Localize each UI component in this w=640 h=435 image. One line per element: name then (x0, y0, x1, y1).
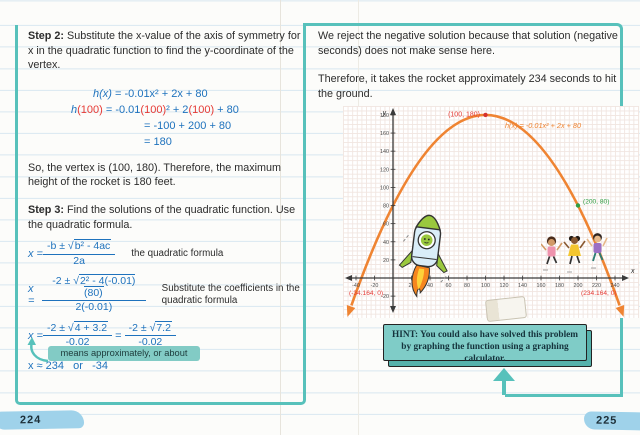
svg-text:100: 100 (481, 283, 490, 289)
rocket-illustration (398, 214, 448, 298)
kids-illustration (541, 233, 608, 273)
svg-text:-20: -20 (381, 294, 389, 300)
svg-text:-40: -40 (352, 283, 360, 289)
radical-icon: √ (149, 321, 156, 334)
vertex-label: (100, 180) (448, 112, 480, 119)
svg-text:140: 140 (518, 283, 527, 289)
hint-text: You could also have solved this problem … (401, 330, 579, 364)
page-number-left-highlight: 224 (0, 410, 85, 430)
hint-label: HINT: (391, 330, 419, 340)
step2-paragraph: Step 2: Substitute the x-value of the ax… (28, 29, 302, 73)
svg-text:160: 160 (380, 131, 389, 137)
y-axis-label: y (382, 110, 387, 117)
reject-paragraph: We reject the negative solution because … (318, 30, 618, 57)
function-label: h(x) = -0.01x² + 2x + 80 (505, 121, 581, 130)
curve-arrowheads (346, 305, 625, 317)
svg-text:100: 100 (380, 185, 389, 191)
page-number-right-highlight: 225 (583, 411, 640, 431)
svg-text:200: 200 (574, 283, 583, 289)
step3-text: Find the solutions of the quadratic func… (28, 203, 296, 231)
left-border-box (15, 25, 306, 405)
substitution-line: x = -2 ± √2² - 4(-0.01)(80) 2(-0.01) Subs… (28, 274, 302, 314)
hint-arrow-icon (493, 368, 515, 381)
work-line-2: h(100) = -0.01(100)² + 2(100) + 80 (71, 103, 239, 116)
eraser-illustration (484, 295, 528, 323)
radical-icon: √ (67, 240, 74, 253)
page-number-right: 225 (595, 414, 618, 427)
step3-paragraph: Step 3: Find the solutions of the quadra… (28, 203, 302, 232)
step2-text: Substitute the x-value of the axis of sy… (28, 30, 301, 72)
solutions-line: x ≈ 234 or -34 (28, 359, 109, 372)
svg-text:-20: -20 (371, 283, 379, 289)
work-line-1: h(x) = -0.01x² + 2x + 80 (93, 87, 208, 100)
approx-arrow-icon (27, 337, 49, 363)
substitution-note: Substitute the coefficients in the quadra… (161, 283, 300, 306)
work-line-3: = -100 + 200 + 80 (144, 119, 232, 132)
work-block: h(x) = -0.01x² + 2x + 80 h(100) = -0.01(… (28, 86, 302, 150)
page-number-left: 224 (19, 413, 42, 427)
svg-text:180: 180 (380, 113, 389, 119)
svg-text:40: 40 (427, 283, 433, 289)
x-axis-label: x (630, 268, 635, 275)
svg-text:120: 120 (500, 283, 509, 289)
quadratic-formula-line: x = -b ± √b² - 4ac 2a the quadratic formu… (28, 239, 224, 267)
kid-3 (586, 233, 608, 262)
work-line-4: = 180 (144, 135, 172, 148)
formula-note: the quadratic formula (131, 248, 224, 260)
svg-text:20: 20 (409, 283, 415, 289)
vertex-point (483, 112, 488, 118)
axis-arrowheads (345, 108, 629, 313)
svg-text:80: 80 (464, 283, 470, 289)
root-label-right: (234.164, 0) (581, 290, 617, 297)
step3-label: Step 3: (28, 203, 64, 216)
vertex-paragraph: So, the vertex is (100, 180). Therefore,… (28, 161, 282, 189)
svg-text:80: 80 (383, 204, 389, 210)
root-label-left: (-34.164, 0) (349, 290, 383, 297)
svg-text:220: 220 (592, 283, 601, 289)
svg-text:120: 120 (380, 167, 389, 173)
hint-arrow-line (505, 393, 623, 397)
svg-text:240: 240 (611, 283, 620, 289)
svg-text:60: 60 (446, 283, 452, 289)
simplified-line: x = -2 ± √4 + 3.2 -0.02 = -2 ± √7.2 -0.02 (28, 320, 302, 349)
left-margin-line (280, 0, 281, 435)
hint-arrow-stem (502, 381, 506, 395)
kid-1 (541, 236, 563, 265)
step2-label: Step 2: (28, 30, 64, 42)
svg-text:60: 60 (383, 222, 389, 228)
graph-point (575, 203, 581, 208)
graph: -40 -20 20 40 60 80 100 120 140 160 180 200 220 240 -2… (343, 106, 639, 318)
radical-icon: √ (67, 321, 74, 334)
svg-text:140: 140 (380, 149, 389, 155)
radical-icon: √ (73, 275, 79, 288)
conclusion-paragraph: Therefore, it takes the rocket approxima… (318, 73, 617, 100)
svg-text:20: 20 (383, 258, 389, 264)
svg-text:40: 40 (383, 240, 389, 246)
svg-text:160: 160 (537, 283, 546, 289)
hint-box: HINT: You could also have solved this pr… (383, 324, 587, 364)
point-label: (200, 80) (583, 199, 609, 206)
approx-callout: means approximately, or about (48, 346, 200, 361)
axis-ticks: -40 -20 20 40 60 80 100 120 140 160 180 200 220 240 -2… (352, 113, 619, 300)
kid-2 (563, 235, 586, 265)
svg-text:180: 180 (555, 283, 564, 289)
